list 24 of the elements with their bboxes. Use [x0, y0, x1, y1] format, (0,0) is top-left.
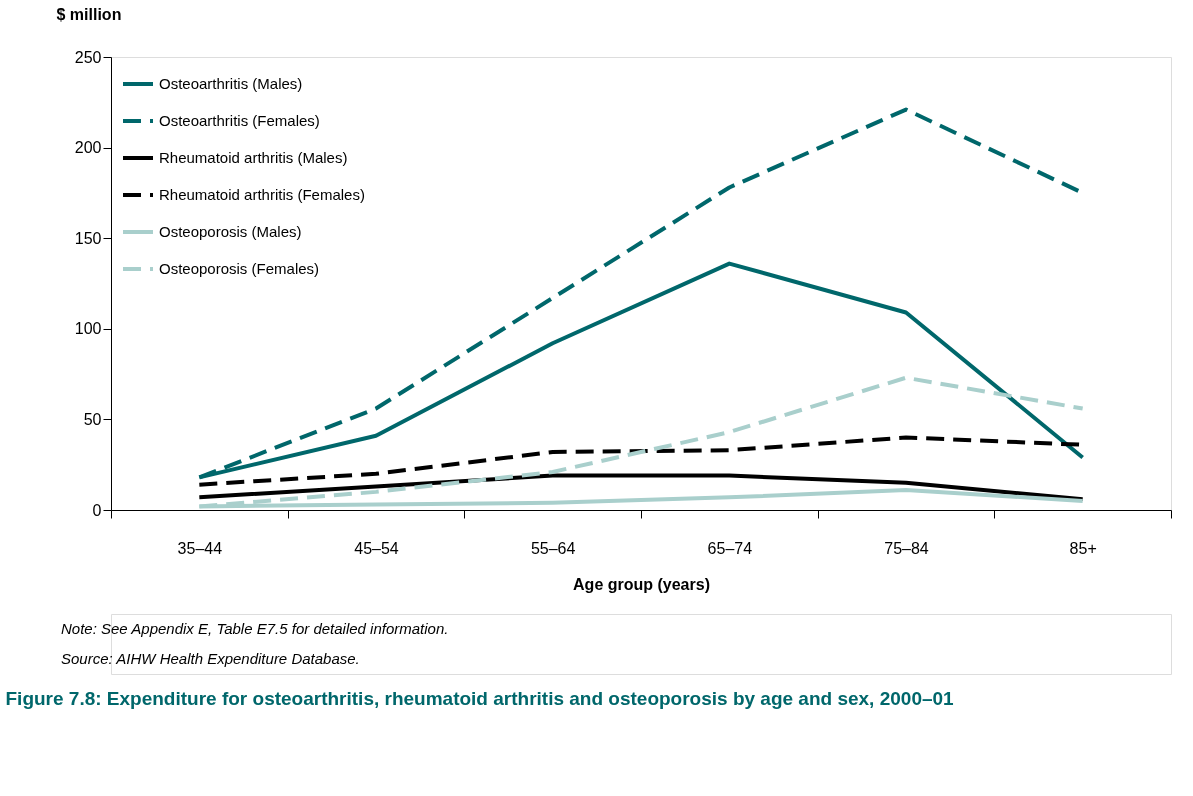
- x-tick-label: 75–84: [884, 539, 929, 557]
- text: Note: See Appendix E, Table E7.5 for detailed information.: [61, 620, 449, 637]
- y-tick-label: 250: [74, 48, 102, 66]
- y-tick-label: 0: [92, 501, 102, 519]
- legend-label: Osteoarthritis (Males): [159, 75, 303, 92]
- y-tick-label: 200: [74, 139, 102, 157]
- legend-label: Osteoarthritis (Females): [159, 112, 320, 129]
- legend-label: Osteoporosis (Males): [159, 223, 302, 240]
- x-tick-label: 65–74: [707, 539, 753, 557]
- y-tick-label: 100: [74, 320, 102, 338]
- y-axis-title: $ million: [56, 5, 122, 23]
- source-note: Source: AIHW Health Expenditure Database.: [61, 650, 360, 667]
- x-axis-title: Age group (years): [573, 575, 710, 593]
- y-tick-label: 50: [83, 410, 102, 428]
- x-tick-label: 45–54: [354, 539, 399, 557]
- line-series: [197, 473, 1085, 502]
- text: Figure 7.8: Expenditure for osteoarthritis, rheumatoid arthritis and osteoporosis by age and sex, 2000–01: [5, 687, 955, 709]
- x-tick-label: 55–64: [530, 539, 576, 557]
- legend-label: Rheumatoid arthritis (Females): [159, 186, 365, 203]
- legend-label: Rheumatoid arthritis (Males): [159, 149, 348, 166]
- x-tick-label: 85+: [1069, 539, 1097, 557]
- y-tick-label: 150: [74, 229, 102, 247]
- x-tick-label: 35–44: [177, 539, 223, 557]
- legend-label: Osteoporosis (Females): [159, 260, 320, 277]
